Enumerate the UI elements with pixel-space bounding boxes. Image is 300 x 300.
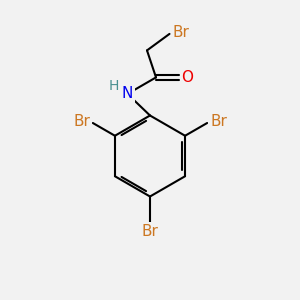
Text: Br: Br — [172, 25, 189, 40]
Text: Br: Br — [73, 114, 90, 129]
Text: H: H — [109, 79, 119, 92]
Text: Br: Br — [142, 224, 158, 239]
Text: O: O — [182, 70, 194, 85]
Text: N: N — [122, 86, 133, 101]
Text: Br: Br — [210, 114, 227, 129]
